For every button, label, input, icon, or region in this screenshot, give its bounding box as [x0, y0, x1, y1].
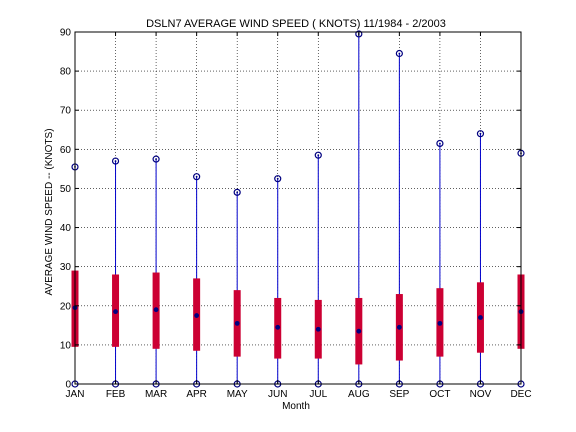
grid	[75, 32, 521, 384]
max-marker-dot-nov	[479, 132, 482, 135]
x-axis-title: Month	[282, 401, 310, 412]
max-marker-dot-apr	[195, 175, 198, 178]
y-tick-label: 60	[60, 145, 72, 156]
median-marker-jun	[275, 324, 281, 330]
x-tick-label-dec: DEC	[510, 389, 531, 400]
y-tick-label: 0	[65, 380, 71, 391]
max-marker-apr	[193, 173, 201, 181]
x-tick-label-sep: SEP	[389, 389, 409, 400]
median-marker-feb	[113, 309, 118, 315]
y-tick-label: 10	[60, 340, 72, 351]
max-marker-dot-jun	[276, 177, 279, 180]
x-tick-label-feb: FEB	[106, 389, 126, 400]
median-marker-aug	[356, 328, 362, 334]
max-marker-dot-mar	[155, 158, 157, 161]
x-tick-label-may: MAY	[227, 389, 248, 400]
y-axis-title: AVERAGE WIND SPEED -- (KNOTS)	[44, 128, 55, 295]
median-marker-mar	[153, 307, 159, 313]
max-marker-dot-oct	[439, 142, 441, 145]
plot-frame	[74, 31, 522, 385]
max-marker-feb	[111, 157, 120, 165]
ticks	[74, 31, 522, 385]
median-marker-nov	[478, 315, 483, 320]
median-marker-oct	[437, 320, 443, 326]
x-tick-label-oct: OCT	[429, 389, 450, 400]
y-tick-label: 40	[60, 223, 72, 234]
max-marker-aug	[355, 30, 363, 38]
y-tick-label: 70	[60, 106, 72, 117]
max-marker-dot-sep	[398, 52, 401, 55]
max-marker-nov	[476, 130, 485, 138]
x-tick-label-mar: MAR	[145, 389, 167, 400]
y-tick-label: 50	[60, 184, 72, 195]
x-tick-label-apr: APR	[186, 389, 207, 400]
max-marker-dot-may	[236, 191, 239, 194]
max-marker-oct	[436, 139, 444, 148]
median-marker-may	[234, 320, 240, 326]
max-marker-jul	[314, 151, 322, 159]
y-tick-label: 20	[60, 301, 72, 312]
y-tick-label: 30	[60, 262, 72, 273]
x-tick-label-jul: JUL	[309, 389, 327, 400]
x-tick-label-aug: AUG	[348, 389, 370, 400]
x-tick-label-nov: NOV	[470, 389, 492, 400]
max-marker-sep	[395, 49, 403, 58]
tick-labels: 0 10 20 30 40 50 60 70 80 90 JAN FEB MAR APR MAY JUN JUL…	[60, 28, 532, 401]
max-marker-dot-jul	[317, 154, 320, 157]
max-marker-may	[233, 188, 241, 196]
y-tick-label: 90	[60, 28, 72, 39]
max-marker-dot-feb	[114, 160, 117, 162]
max-marker-jun	[274, 175, 282, 183]
chart-title: DSLN7 AVERAGE WIND SPEED ( KNOTS) 11/198…	[146, 18, 446, 30]
x-tick-label-jan: JAN	[66, 389, 85, 400]
median-marker-sep	[396, 324, 402, 330]
y-tick-label: 80	[60, 67, 72, 78]
x-tick-label-jun: JUN	[268, 389, 287, 400]
max-marker-mar	[152, 155, 160, 163]
median-marker-jul	[315, 326, 321, 332]
median-marker-apr	[194, 313, 200, 318]
